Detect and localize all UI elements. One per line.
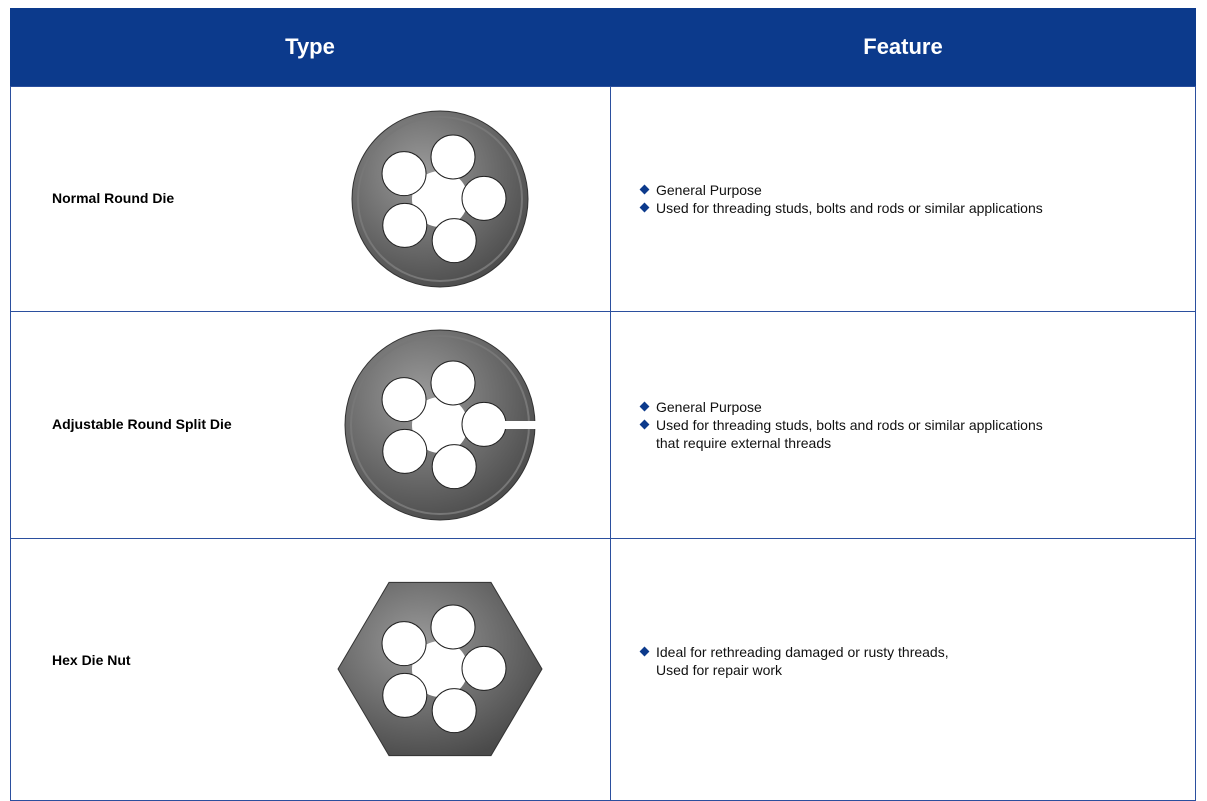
- feature-item: General Purpose: [640, 181, 1043, 199]
- feature-item: General Purpose: [640, 398, 1043, 416]
- header-feature: Feature: [610, 8, 1196, 86]
- type-label: Normal Round Die: [52, 189, 175, 206]
- type-label: Adjustable Round Split Die: [52, 415, 232, 432]
- feature-item: Ideal for rethreading damaged or rusty t…: [640, 643, 949, 679]
- page: Type Feature Normal Round Die General Pur…: [0, 0, 1207, 760]
- die-image: [344, 329, 545, 520]
- feature-text: Used for threading studs, bolts and rods…: [656, 199, 1043, 216]
- feature-continuation: Used for repair work: [656, 662, 783, 678]
- feature-text: General Purpose: [656, 181, 762, 198]
- feature-text: Ideal for rethreading damaged or rusty t…: [656, 644, 949, 660]
- header-type: Type: [10, 8, 610, 86]
- die-image: [337, 581, 543, 757]
- feature-list: General Purpose Used for threading studs,…: [640, 181, 1043, 217]
- feature-list: General Purpose Used for threading studs,…: [640, 398, 1043, 452]
- type-label: Hex Die Nut: [52, 652, 131, 668]
- feature-text: General Purpose: [656, 398, 762, 415]
- feature-text: Used for threading studs, bolts and rods…: [656, 416, 1043, 433]
- feature-continuation: that require external threads: [656, 434, 832, 451]
- feature-item: Used for threading studs, bolts and rods…: [640, 199, 1043, 217]
- die-image: [351, 110, 529, 287]
- feature-item: Used for threading studs, bolts and rods…: [640, 416, 1043, 452]
- feature-list: Ideal for rethreading damaged or rusty t…: [640, 643, 949, 679]
